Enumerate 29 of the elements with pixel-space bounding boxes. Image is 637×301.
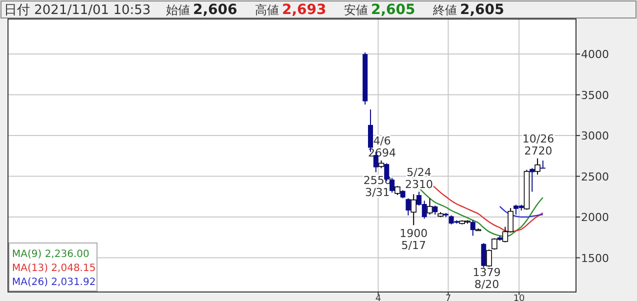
annotation: 1900 5/17 xyxy=(400,227,428,252)
candlestick xyxy=(540,160,546,169)
candlestick xyxy=(390,177,395,194)
y-tick-label: 3000 xyxy=(581,130,609,143)
candlestick xyxy=(406,198,411,216)
y-tick-label: 1500 xyxy=(581,252,609,265)
x-tick-label: 4 xyxy=(375,294,382,301)
text: 始値 2,606 xyxy=(166,2,238,18)
text: 終値 2,605 xyxy=(432,2,504,18)
text: MA(9) 2,236.00 xyxy=(12,249,90,260)
y-tick-label: 4000 xyxy=(581,48,609,62)
text: MA(26) 2,031.92 xyxy=(12,277,96,288)
y-tick-label: 2000 xyxy=(581,211,609,224)
candlestick xyxy=(410,194,417,226)
text: MA(13) 2,048.15 xyxy=(12,263,96,274)
annotation: 1379 8/20 xyxy=(472,266,501,291)
text: 高値 2,693 xyxy=(255,2,326,18)
y-tick-label: 2500 xyxy=(581,170,609,184)
x-tick-label: 7 xyxy=(445,294,452,301)
x-tick-label: 10 xyxy=(513,294,526,301)
candlestick xyxy=(470,220,476,236)
candlestick xyxy=(530,168,535,192)
chart-title: 日付 2021/11/01 10:53 xyxy=(4,3,151,18)
candlestick xyxy=(534,158,540,176)
candlestick xyxy=(426,198,433,216)
y-tick-label: 3500 xyxy=(581,88,609,102)
annotation: 10/26 2720 xyxy=(522,132,554,158)
candlestick xyxy=(481,242,486,268)
text: 安値 2,605 xyxy=(344,2,416,18)
